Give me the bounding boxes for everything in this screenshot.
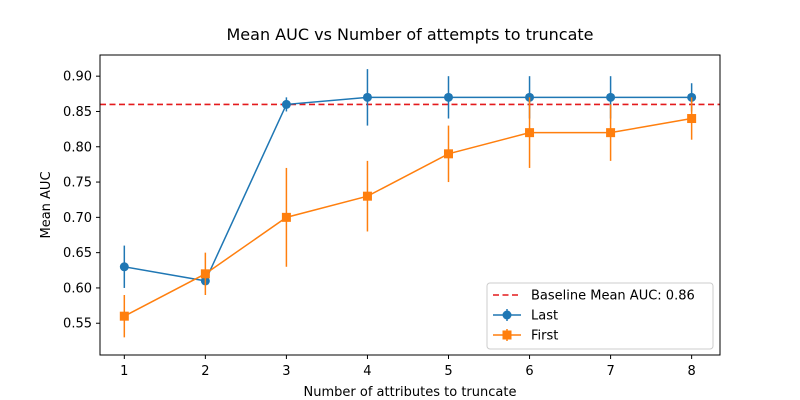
last-point	[281, 99, 291, 109]
legend-first-label: First	[531, 329, 558, 344]
x-tick-label: 3	[282, 364, 290, 379]
axes: 1 2 3 4 5 6 7 8 0.55 0.60 0.65 0.70 0.75 0.80 0.85 0.90	[63, 54, 721, 379]
x-axis-label: Number of attributes to truncate	[304, 385, 517, 400]
y-tick-label: 0.55	[63, 317, 92, 332]
plot-frame	[99, 54, 721, 356]
x-tick-label: 4	[363, 364, 371, 379]
x-tick-label: 1	[120, 364, 128, 379]
legend-last-label: Last	[531, 309, 558, 324]
chart-title: Mean AUC vs Number of attempts to trunca…	[227, 25, 594, 44]
y-tick-label: 0.90	[63, 70, 92, 85]
last-point	[362, 92, 372, 102]
y-axis-label: Mean AUC	[39, 171, 54, 238]
first-point	[200, 269, 210, 279]
first-point	[362, 191, 372, 201]
first-point	[119, 311, 129, 321]
series-last	[119, 69, 697, 288]
first-point	[525, 128, 535, 138]
y-tick-label: 0.65	[63, 246, 92, 261]
first-series-line	[123, 117, 692, 317]
legend-box	[486, 282, 714, 350]
y-tick-label: 0.75	[63, 176, 92, 191]
first-point	[443, 149, 453, 159]
first-point	[606, 128, 616, 138]
x-tick-label: 5	[444, 364, 452, 379]
y-tick-label: 0.80	[63, 140, 92, 155]
last-series-line	[124, 96, 692, 282]
legend-last-marker	[502, 310, 512, 320]
last-point	[119, 262, 129, 272]
legend: Baseline Mean AUC: 0.86 Last First	[486, 282, 714, 350]
first-point	[281, 212, 291, 222]
x-tick-label: 6	[525, 364, 533, 379]
x-tick-label: 7	[606, 364, 614, 379]
last-point	[606, 92, 616, 102]
y-tick-label: 0.85	[63, 105, 92, 120]
first-point	[687, 114, 697, 124]
y-tick-label: 0.60	[63, 281, 92, 296]
x-tick-label: 8	[687, 364, 695, 379]
y-tick-label: 0.70	[63, 211, 92, 226]
plot-area	[100, 69, 720, 338]
legend-first-marker	[502, 330, 512, 340]
series-first	[119, 97, 697, 338]
legend-baseline-label: Baseline Mean AUC: 0.86	[531, 289, 695, 304]
last-point	[443, 92, 453, 102]
x-tick-label: 2	[201, 364, 209, 379]
